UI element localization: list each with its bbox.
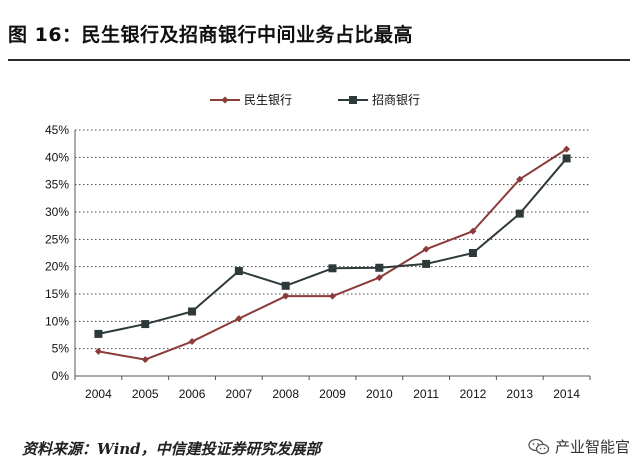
wechat-icon bbox=[528, 438, 550, 454]
source-note: 资料来源：Wind，中信建投证券研究发展部 bbox=[22, 440, 321, 458]
legend-marker-diamond bbox=[221, 96, 229, 104]
data-point-square bbox=[515, 209, 524, 218]
x-tick-label: 2014 bbox=[553, 387, 580, 401]
data-point-diamond bbox=[375, 274, 383, 282]
x-tick-label: 2012 bbox=[460, 387, 487, 401]
legend-label: 民生银行 bbox=[244, 93, 292, 107]
x-tick-label: 2007 bbox=[226, 387, 253, 401]
data-point-square bbox=[468, 249, 477, 257]
data-point-square bbox=[422, 259, 431, 268]
data-point-square bbox=[562, 154, 571, 163]
watermark: 产业智能官 bbox=[528, 436, 630, 457]
data-point-diamond bbox=[141, 356, 149, 364]
y-tick-label: 40% bbox=[45, 150, 69, 164]
y-tick-label: 10% bbox=[45, 314, 69, 328]
y-tick-label: 5% bbox=[52, 342, 70, 356]
data-point-square bbox=[141, 320, 150, 329]
x-tick-label: 2005 bbox=[132, 387, 159, 401]
data-point-diamond bbox=[329, 292, 336, 300]
data-point-square bbox=[234, 267, 243, 276]
x-tick-label: 2013 bbox=[506, 387, 533, 401]
x-tick-label: 2010 bbox=[366, 387, 393, 401]
figure-title: 图 16：民生银行及招商银行中间业务占比最高 bbox=[8, 24, 414, 46]
data-point-diamond bbox=[563, 145, 571, 153]
data-point-diamond bbox=[188, 338, 196, 346]
x-tick-label: 2004 bbox=[85, 387, 112, 401]
data-point-diamond bbox=[282, 292, 290, 300]
x-tick-label: 2008 bbox=[272, 387, 299, 401]
data-point-diamond bbox=[94, 347, 102, 355]
legend-marker-square bbox=[349, 96, 357, 104]
x-tick-label: 2011 bbox=[413, 387, 439, 401]
data-point-square bbox=[94, 329, 103, 338]
line-chart: 0% 5% 10% 15% 20% 25% 30% 35% 40% 45% 2004 2005 2006… bbox=[45, 92, 591, 401]
watermark-text: 产业智能官 bbox=[554, 438, 630, 456]
y-tick-label: 0% bbox=[52, 369, 70, 383]
data-point-diamond bbox=[422, 245, 430, 253]
y-tick-label: 30% bbox=[45, 205, 69, 219]
x-tick-label: 2009 bbox=[319, 387, 346, 401]
data-point-square bbox=[375, 263, 384, 272]
data-point-diamond bbox=[469, 227, 477, 235]
data-point-diamond bbox=[235, 315, 243, 323]
y-tick-label: 25% bbox=[45, 232, 69, 246]
data-point-square bbox=[188, 307, 197, 316]
x-tick-label: 2006 bbox=[179, 387, 206, 401]
data-point-diamond bbox=[516, 175, 524, 183]
y-tick-label: 35% bbox=[45, 178, 69, 192]
legend-label: 招商银行 bbox=[372, 92, 420, 107]
title-divider bbox=[8, 59, 630, 61]
data-point-square bbox=[281, 281, 290, 290]
y-tick-label: 15% bbox=[45, 287, 69, 301]
y-tick-label: 20% bbox=[45, 260, 69, 274]
data-point-square bbox=[328, 264, 337, 273]
y-tick-label: 45% bbox=[45, 123, 69, 137]
series-line bbox=[98, 148, 568, 361]
